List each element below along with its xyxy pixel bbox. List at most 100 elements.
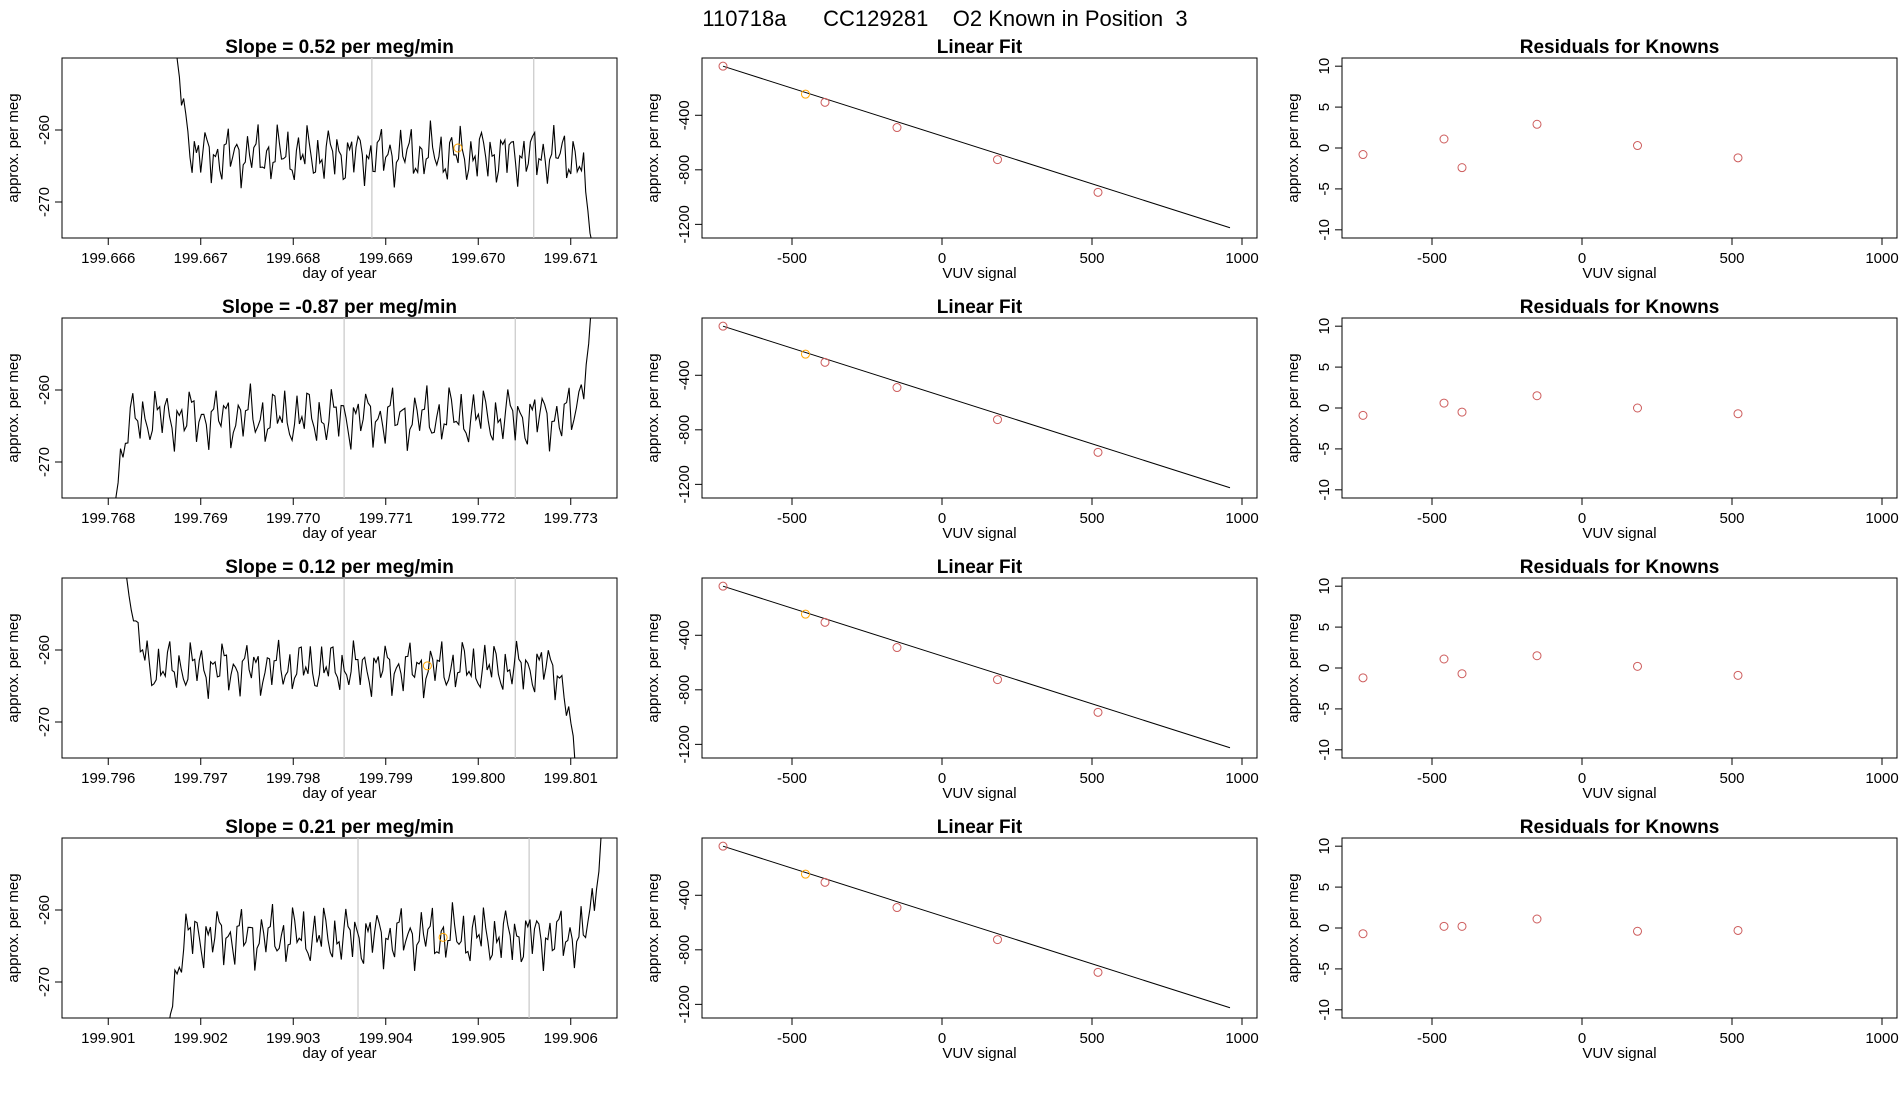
- known-point: [1439, 134, 1449, 144]
- y-tick-label: -260: [36, 115, 53, 145]
- fit-line: [722, 585, 1231, 749]
- chart-title: Slope = 0.21 per meg/min: [225, 817, 454, 838]
- x-tick-label: 199.769: [174, 510, 228, 527]
- known-point: [1457, 407, 1467, 417]
- known-point: [892, 903, 902, 913]
- y-tick-label: 5: [1316, 623, 1333, 631]
- plot-frame: [1341, 837, 1898, 1019]
- chart-title: Residuals for Knowns: [1520, 557, 1720, 578]
- x-tick-label: 500: [1719, 770, 1744, 787]
- x-tick-label: 500: [1719, 510, 1744, 527]
- plot-area: [718, 581, 1231, 749]
- x-tick-label: 199.773: [544, 510, 598, 527]
- x-tick-label: 199.906: [544, 1030, 598, 1047]
- x-tick-label: 1000: [1865, 1030, 1898, 1047]
- y-axis-label: approx. per meg: [645, 93, 662, 202]
- x-tick-label: 500: [1079, 250, 1104, 267]
- x-tick-label: 199.904: [359, 1030, 413, 1047]
- fit-line: [722, 65, 1231, 229]
- known-point: [1457, 669, 1467, 679]
- y-tick-label: -400: [676, 100, 693, 130]
- x-axis-label: VUV signal: [942, 265, 1016, 282]
- x-axis-label: VUV signal: [1582, 1045, 1656, 1062]
- y-tick-label: -800: [676, 415, 693, 445]
- chart-title: Residuals for Knowns: [1520, 297, 1720, 318]
- x-tick-label: 199.799: [359, 770, 413, 787]
- chart-panel-9: Slope = 0.21 per meg/min 199.901 199.902 19…: [5, 817, 618, 1062]
- x-tick-label: 199.801: [544, 770, 598, 787]
- x-axis-label: VUV signal: [942, 525, 1016, 542]
- x-tick-label: 199.901: [81, 1030, 135, 1047]
- panel-grid: Slope = 0.52 per meg/min 199.666 199.667 19…: [5, 37, 1899, 1062]
- x-tick-label: -500: [1417, 510, 1447, 527]
- plot-area: [1358, 119, 1743, 173]
- known-point: [993, 155, 1002, 165]
- x-tick-label: 199.667: [174, 250, 228, 267]
- y-tick-label: -270: [36, 447, 53, 477]
- y-tick-label: 0: [1316, 144, 1333, 152]
- chart-panel-7: Linear Fit -500 0 500 1000 -1200 -800 -400 VUV s…: [645, 557, 1259, 802]
- x-tick-label: 0: [1578, 770, 1586, 787]
- chart-title: Linear Fit: [937, 557, 1023, 578]
- y-axis-label: approx. per meg: [1285, 93, 1302, 202]
- plot-frame: [701, 57, 1258, 239]
- known-point: [718, 581, 728, 591]
- chart-panel-10: Linear Fit -500 0 500 1000 -1200 -800 -400 VUV s…: [645, 817, 1259, 1062]
- x-tick-label: 199.903: [266, 1030, 320, 1047]
- chart-panel-3: Slope = -0.87 per meg/min 199.768 199.769 1…: [5, 297, 618, 542]
- chart-panel-4: Linear Fit -500 0 500 1000 -1200 -800 -400 VUV s…: [645, 297, 1259, 542]
- known-point: [1358, 673, 1368, 683]
- y-tick-label: -1200: [676, 725, 693, 763]
- known-point: [718, 841, 728, 851]
- y-axis-label: approx. per meg: [1285, 873, 1302, 982]
- known-point: [1733, 409, 1743, 419]
- plot-area: [115, 318, 592, 498]
- known-point: [892, 383, 902, 393]
- sample-point: [453, 143, 463, 153]
- x-tick-label: -500: [777, 770, 807, 787]
- y-tick-label: -260: [36, 375, 53, 405]
- y-tick-label: -270: [36, 967, 53, 997]
- signal-trace: [176, 58, 592, 238]
- y-tick-label: 10: [1316, 838, 1333, 855]
- x-tick-label: 500: [1719, 250, 1744, 267]
- x-tick-label: 199.798: [266, 770, 320, 787]
- x-tick-label: -500: [1417, 770, 1447, 787]
- plot-frame: [701, 577, 1258, 759]
- plot-area: [718, 321, 1231, 489]
- figure-title: 110718a CC129281 O2 Known in Position 3: [702, 6, 1187, 31]
- plot-area: [1358, 651, 1743, 683]
- known-point: [1358, 410, 1368, 420]
- x-tick-label: 199.671: [544, 250, 598, 267]
- y-axis-label: approx. per meg: [5, 353, 22, 462]
- known-point: [892, 643, 902, 653]
- plot-frame: [61, 577, 618, 759]
- plot-area: [169, 838, 602, 1018]
- x-tick-label: 199.771: [359, 510, 413, 527]
- x-axis-label: VUV signal: [1582, 785, 1656, 802]
- y-axis-label: approx. per meg: [5, 873, 22, 982]
- known-point: [1093, 187, 1103, 197]
- x-tick-label: 500: [1079, 770, 1104, 787]
- known-point: [892, 123, 902, 133]
- y-axis-label: approx. per meg: [1285, 353, 1302, 462]
- plot-frame: [61, 317, 618, 499]
- y-tick-label: 10: [1316, 58, 1333, 75]
- x-tick-label: 199.772: [451, 510, 505, 527]
- known-point: [1633, 403, 1642, 413]
- x-tick-label: -500: [777, 1030, 807, 1047]
- x-axis-label: day of year: [302, 265, 376, 282]
- fit-line: [722, 845, 1231, 1009]
- x-tick-label: -500: [1417, 1030, 1447, 1047]
- chart-title: Linear Fit: [937, 37, 1023, 58]
- plot-frame: [701, 837, 1258, 1019]
- x-tick-label: 199.797: [174, 770, 228, 787]
- chart-title: Linear Fit: [937, 817, 1023, 838]
- fit-line: [722, 325, 1231, 489]
- plot-frame: [1341, 57, 1898, 239]
- x-tick-label: -500: [777, 510, 807, 527]
- signal-trace: [169, 838, 602, 1018]
- y-tick-label: -5: [1316, 442, 1333, 455]
- sample-point: [438, 932, 448, 942]
- known-point: [1093, 707, 1103, 717]
